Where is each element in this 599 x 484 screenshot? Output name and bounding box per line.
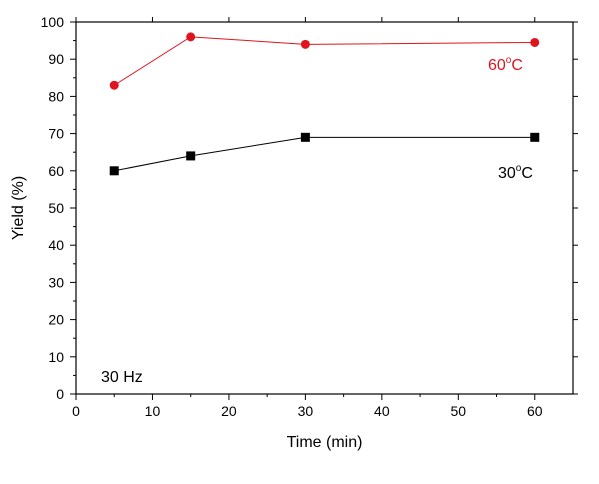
x-tick-label: 30	[298, 403, 314, 419]
plot-frame	[75, 21, 574, 395]
series-line	[113, 36, 535, 86]
data-point	[109, 166, 119, 176]
y-axis-label: Yield (%)	[10, 176, 27, 240]
x-tick-label: 10	[145, 403, 161, 419]
y-tick-label: 10	[48, 349, 64, 365]
series-label-30c-value: 30	[498, 165, 516, 182]
series-label-60c-unit: C	[511, 57, 523, 74]
data-point	[186, 32, 196, 42]
series-label-30c-degree: o	[516, 163, 522, 174]
x-tick-label: 20	[221, 403, 237, 419]
data-point	[530, 37, 540, 47]
x-tick-label: 40	[374, 403, 390, 419]
y-tick-label: 60	[48, 163, 64, 179]
series-label-30c-unit: C	[521, 165, 533, 182]
y-tick-label: 40	[48, 237, 64, 253]
y-tick-label: 70	[48, 126, 64, 142]
data-point	[300, 132, 310, 142]
series-0	[109, 32, 540, 90]
x-tick-label: 0	[72, 403, 80, 419]
y-tick-label: 80	[48, 88, 64, 104]
y-tick-label: 0	[56, 386, 64, 402]
series-label-60c-degree: o	[506, 55, 512, 66]
y-tick-label: 30	[48, 274, 64, 290]
axis-ticks	[70, 17, 578, 400]
x-tick-label: 50	[451, 403, 467, 419]
y-tick-label: 100	[41, 14, 65, 30]
series-1	[109, 132, 540, 176]
series-line	[114, 136, 535, 172]
x-axis-label: Time (min)	[287, 434, 363, 451]
y-tick-label: 50	[48, 200, 64, 216]
series-label-60c-value: 60	[488, 57, 506, 74]
data-point	[530, 132, 540, 142]
series-label-60c: 60oC	[488, 55, 523, 74]
y-tick-label: 90	[48, 51, 64, 67]
axis-tick-labels: 0 10 20 30 40 50 60 0 10 20 30 40 50 60 70 80 90 100	[41, 14, 543, 419]
data-point	[186, 151, 196, 161]
frequency-annotation: 30 Hz	[101, 369, 143, 386]
x-tick-label: 60	[527, 403, 543, 419]
data-point	[109, 80, 119, 90]
data-point	[300, 39, 310, 49]
y-tick-label: 20	[48, 312, 64, 328]
series-layer	[109, 32, 540, 176]
series-label-30c: 30oC	[498, 163, 533, 182]
